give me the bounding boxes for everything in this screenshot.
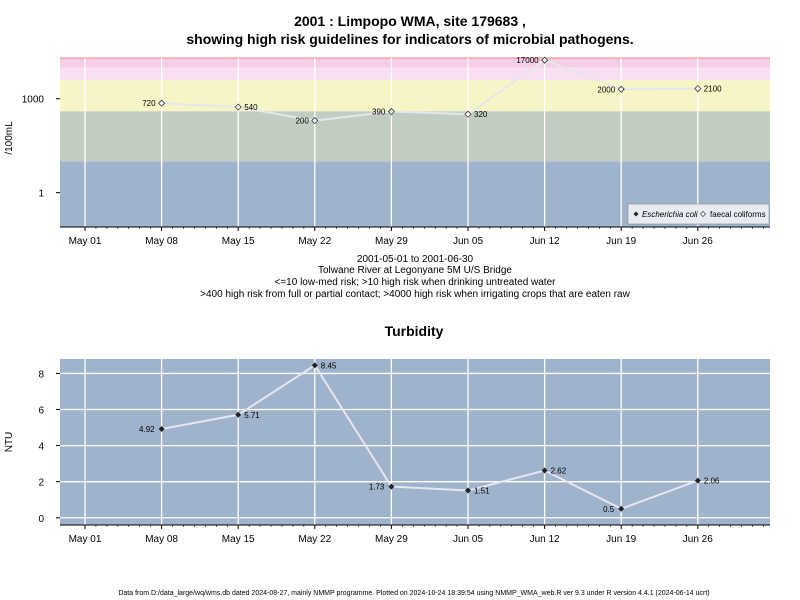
chart2-x-tick-label: Jun 26 bbox=[683, 534, 713, 545]
chart1-x-tick-label: Jun 05 bbox=[453, 236, 483, 247]
legend-ecoli-marker bbox=[633, 211, 639, 217]
faecal-coliforms-data-label: 390 bbox=[372, 108, 386, 117]
chart2-x-tick-label: May 15 bbox=[222, 534, 255, 545]
chart2-x-tick-label: May 08 bbox=[145, 534, 178, 545]
chart2-x-tick-label: May 01 bbox=[69, 534, 102, 545]
turbidity-point bbox=[235, 411, 242, 418]
faecal-coliforms-data-label: 17000 bbox=[516, 56, 539, 65]
legend-box bbox=[627, 203, 770, 225]
chart1-x-tick-label: May 15 bbox=[222, 236, 255, 247]
turbidity-point bbox=[541, 467, 548, 474]
turbidity-data-label: 1.73 bbox=[369, 483, 385, 492]
faecal-coliforms-data-label: 540 bbox=[244, 103, 258, 112]
chart2-x-tick-label: May 29 bbox=[375, 534, 408, 545]
chart1-x-tick-label: May 01 bbox=[69, 236, 102, 247]
chart2-y-tick-label: 0 bbox=[38, 514, 44, 525]
chart1-y-axis-label: /100mL bbox=[4, 121, 15, 155]
chart2-y-tick-label: 2 bbox=[38, 478, 44, 489]
chart2-x-tick-label: Jun 12 bbox=[530, 534, 560, 545]
faecal-coliforms-point bbox=[617, 85, 625, 93]
risk-band-2 bbox=[60, 79, 770, 112]
turbidity-point bbox=[388, 483, 395, 490]
chart1-legend: Escherichia coli faecal coliforms bbox=[627, 203, 770, 225]
chart2-x-tick-label: Jun 05 bbox=[453, 534, 483, 545]
faecal-coliforms-point bbox=[158, 99, 166, 107]
legend-ecoli-label: Escherichia coli bbox=[642, 210, 698, 219]
chart2-x-tick-label: Jun 19 bbox=[606, 534, 636, 545]
legend-faecal-label: faecal coliforms bbox=[710, 210, 766, 219]
turbidity-line bbox=[161, 363, 699, 510]
faecal-coliforms-point bbox=[694, 85, 702, 93]
chart1-caption-site: Tolwane River at Legonyane 5M U/S Bridge bbox=[318, 265, 512, 276]
chart1-caption-dates: 2001-05-01 to 2001-06-30 bbox=[357, 254, 474, 265]
faecal-coliforms-data-label: 2000 bbox=[597, 85, 615, 94]
faecal-coliforms-data-label: 2100 bbox=[704, 85, 722, 94]
chart1-x-tick-label: Jun 26 bbox=[683, 236, 713, 247]
chart1-caption-risk2: >400 high risk from full or partial cont… bbox=[200, 289, 630, 300]
chart1-y-tick-label: 1 bbox=[38, 189, 44, 200]
faecal-coliforms-data-label: 320 bbox=[474, 110, 488, 119]
turbidity-point bbox=[694, 477, 701, 484]
turbidity-data-label: 0.5 bbox=[603, 505, 615, 514]
faecal-coliforms-point bbox=[541, 56, 549, 64]
turbidity-data-label: 2.62 bbox=[551, 467, 567, 476]
turbidity-point bbox=[618, 505, 625, 512]
turbidity-point bbox=[158, 426, 165, 433]
turbidity-data-label: 5.71 bbox=[244, 411, 260, 420]
chart1-title-line2: showing high risk guidelines for indicat… bbox=[186, 31, 633, 47]
turbidity-point bbox=[311, 362, 318, 369]
turbidity-data-label: 4.92 bbox=[139, 425, 155, 434]
chart2-background bbox=[60, 359, 770, 525]
footer-note: Data from D:/data_large/wq/wms.db dated … bbox=[118, 590, 709, 597]
legend-faecal-marker bbox=[700, 211, 706, 217]
chart1-title-line1: 2001 : Limpopo WMA, site 179683 , bbox=[294, 13, 526, 29]
chart2-x-tick-label: May 22 bbox=[298, 534, 331, 545]
risk-band-4 bbox=[60, 58, 770, 68]
chart2-y-tick-label: 4 bbox=[38, 442, 44, 453]
chart2-plot-area: 0 2 4 6 8 May 01 May 08 May 15 May 22 May 29 Jun 0… bbox=[38, 359, 770, 545]
chart1-caption-risk1: <=10 low-med risk; >10 high risk when dr… bbox=[275, 277, 557, 288]
chart2-title: Turbidity bbox=[385, 323, 444, 339]
faecal-coliforms-line bbox=[161, 59, 698, 122]
faecal-coliforms-point bbox=[311, 117, 319, 125]
faecal-coliforms-data-label: 720 bbox=[142, 99, 156, 108]
chart2-y-tick-label: 8 bbox=[38, 369, 44, 380]
turbidity-data-label: 1.51 bbox=[474, 487, 490, 496]
chart2-y-tick-label: 6 bbox=[38, 406, 44, 417]
chart1-x-tick-label: May 22 bbox=[298, 236, 331, 247]
faecal-coliforms-data-label: 200 bbox=[295, 117, 309, 126]
risk-band-3 bbox=[60, 67, 770, 80]
chart1-x-tick-label: May 29 bbox=[375, 236, 408, 247]
faecal-coliforms-point bbox=[387, 107, 395, 116]
chart1-x-tick-label: Jun 19 bbox=[606, 236, 636, 247]
chart1-x-tick-label: Jun 12 bbox=[530, 236, 560, 247]
risk-band-1 bbox=[60, 111, 770, 162]
chart2-y-axis-label: NTU bbox=[4, 432, 15, 453]
turbidity-data-label: 8.45 bbox=[321, 361, 337, 370]
faecal-coliforms-point bbox=[464, 110, 472, 118]
chart1-plot-area: 1 1000 May 01 May 08 May 15 May 22 May 29 Jun 0… bbox=[22, 56, 770, 247]
turbidity-data-label: 2.06 bbox=[704, 477, 720, 486]
chart1-x-tick-label: May 08 bbox=[145, 236, 178, 247]
turbidity-point bbox=[465, 487, 471, 494]
chart1-y-tick-label: 1000 bbox=[22, 95, 45, 106]
faecal-coliforms-point bbox=[234, 103, 242, 111]
